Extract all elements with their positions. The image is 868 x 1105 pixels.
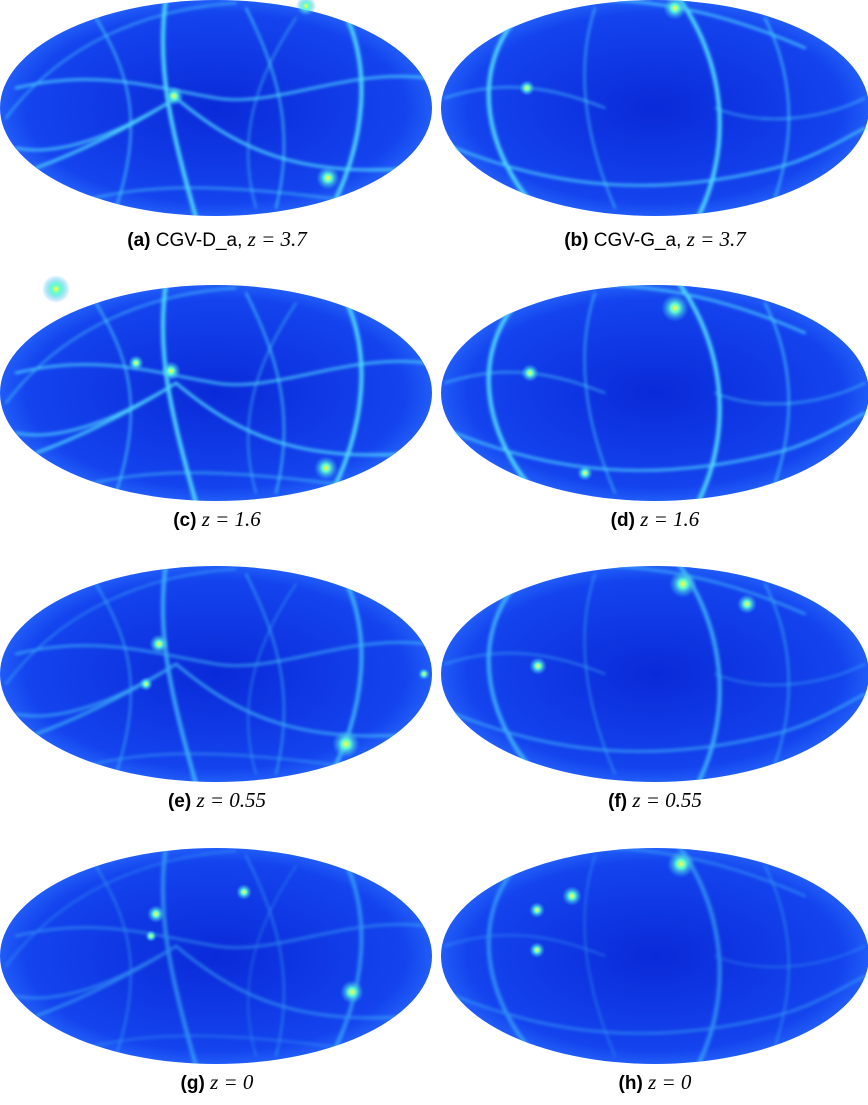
subfigure-label: (a) [127,230,151,251]
sky-map [441,278,868,508]
sky-map [0,566,432,782]
redshift: z = 1.6 [640,507,700,531]
caption: (a) CGV-D_a, z = 3.7 [0,227,434,252]
caption: (b) CGV-G_a, z = 3.7 [438,227,868,252]
subfigure-label: (e) [167,791,192,812]
subfigure-label: (g) [180,1073,205,1094]
redshift: z = 3.7 [247,227,307,251]
caption: (e) z = 0.55 [0,788,434,813]
caption: (d) z = 1.6 [438,507,868,532]
sky-map [0,275,432,501]
caption: (f) z = 0.55 [438,788,868,813]
sky-map [441,841,868,1071]
subfigure-label: (c) [173,510,197,531]
caption: (h) z = 0 [438,1070,868,1095]
model-name: CGV-G_a, [593,230,682,251]
redshift: z = 0.55 [196,788,267,812]
sky-map [441,0,868,223]
subfigure-label: (b) [564,230,589,251]
subfigure-label: (f) [608,791,628,812]
redshift: z = 0.55 [632,788,702,812]
subfigure-label: (h) [618,1073,643,1094]
redshift: z = 3.7 [686,227,746,251]
sky-map [0,848,432,1064]
subfigure-label: (d) [610,510,635,531]
sky-map [0,0,432,216]
sky-map [441,559,868,789]
model-name: CGV-D_a, [155,230,243,251]
redshift: z = 0 [210,1070,254,1094]
redshift: z = 0 [648,1070,692,1094]
redshift: z = 1.6 [201,507,261,531]
caption: (g) z = 0 [0,1070,434,1095]
caption: (c) z = 1.6 [0,507,434,532]
